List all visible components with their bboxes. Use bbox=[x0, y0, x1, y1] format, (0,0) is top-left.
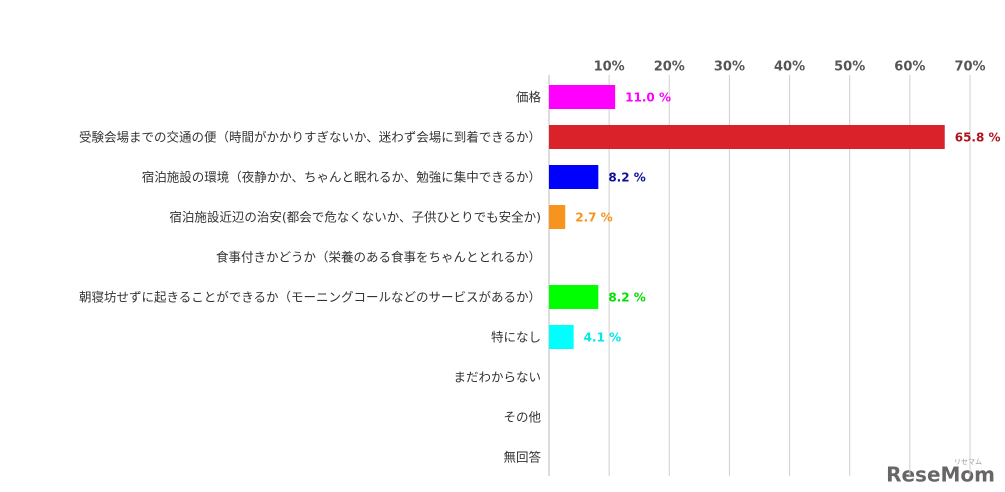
category-label: 宿泊施設近辺の治安(都会で危なくないか、子供ひとりでも安全か) bbox=[169, 210, 541, 225]
category-label: 無回答 bbox=[503, 450, 541, 465]
bar bbox=[549, 165, 599, 189]
bar bbox=[549, 325, 574, 349]
category-label: 受験会場までの交通の便（時間がかかりすぎないか、迷わず会場に到着できるか） bbox=[79, 130, 541, 145]
bar bbox=[549, 285, 599, 309]
value-label: 2.7 % bbox=[575, 211, 612, 225]
category-label: 宿泊施設の環境（夜静かか、ちゃんと眠れるか、勉強に集中できるか） bbox=[142, 170, 541, 185]
value-label: 8.2 % bbox=[608, 171, 645, 185]
x-tick-label: 20% bbox=[654, 60, 685, 75]
value-label: 8.2 % bbox=[608, 291, 645, 305]
value-label: 65.8 % bbox=[955, 131, 1001, 145]
x-tick-label: 60% bbox=[894, 60, 925, 75]
watermark: ReseMom bbox=[886, 463, 995, 487]
x-tick-label: 50% bbox=[834, 60, 865, 75]
value-label: 4.1 % bbox=[584, 331, 621, 345]
x-tick-label: 30% bbox=[714, 60, 745, 75]
bar bbox=[549, 85, 616, 109]
category-label: 朝寝坊せずに起きることができるか（モーニングコールなどのサービスがあるか） bbox=[79, 290, 541, 305]
category-label: その他 bbox=[503, 410, 541, 425]
x-tick-label: 40% bbox=[774, 60, 805, 75]
x-tick-label: 70% bbox=[954, 60, 985, 75]
category-label: 食事付きかどうか（栄養のある食事をちゃんととれるか） bbox=[216, 250, 541, 265]
watermark-ruby: リセマム bbox=[954, 458, 982, 466]
x-tick-label: 10% bbox=[594, 60, 625, 75]
category-label: 価格 bbox=[516, 90, 542, 105]
value-label: 11.0 % bbox=[625, 91, 671, 105]
category-label: 特になし bbox=[491, 330, 541, 345]
category-label: まだわからない bbox=[453, 370, 541, 385]
bar bbox=[549, 125, 945, 149]
bar bbox=[549, 205, 566, 229]
